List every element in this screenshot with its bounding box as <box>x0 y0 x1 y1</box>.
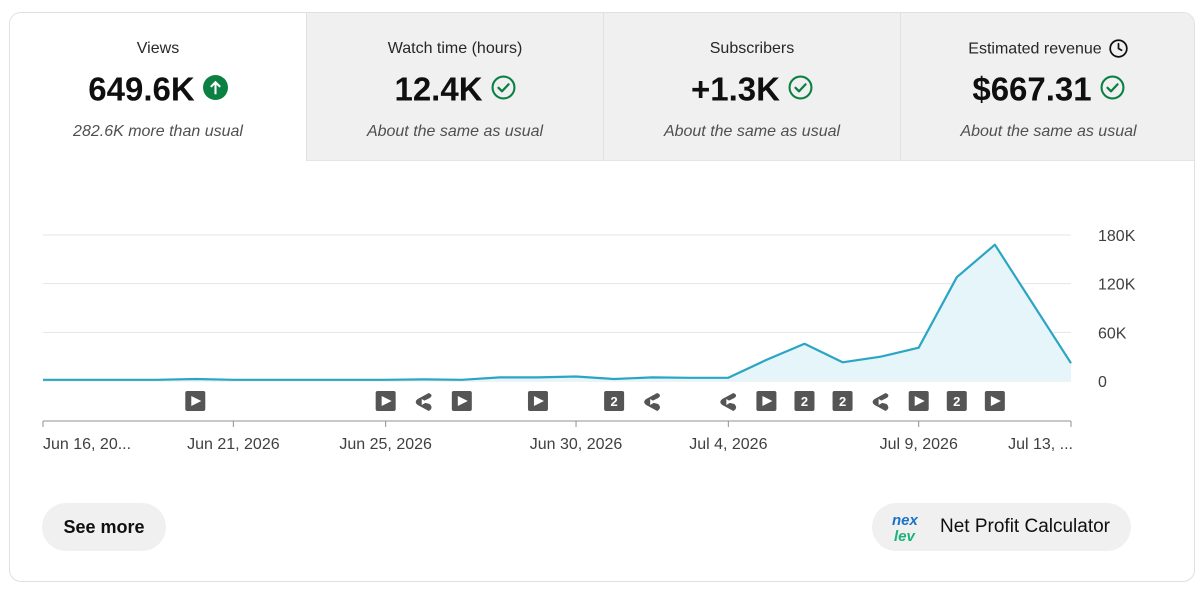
y-tick-label: 120K <box>1098 277 1136 294</box>
x-tick-label: Jul 9, 2026 <box>880 436 958 453</box>
check-circle-icon <box>788 75 813 100</box>
y-tick-label: 60K <box>1098 325 1127 342</box>
net-profit-calculator-button[interactable]: nex lev Net Profit Calculator <box>872 503 1131 551</box>
metric-tabs: Views 649.6K 282.6K more than usual Watc… <box>10 13 1194 161</box>
watch-time-label: Watch time (hours) <box>387 40 523 57</box>
shorts-upload-marker[interactable] <box>720 393 737 411</box>
watch-time-value-row: 12.4K <box>307 67 603 107</box>
views-line <box>43 243 1072 381</box>
svg-text:2: 2 <box>801 394 808 409</box>
upload-count-marker[interactable]: 2 <box>946 391 967 411</box>
video-upload-marker[interactable] <box>375 391 396 411</box>
subscribers-value: +1.3K <box>691 70 780 108</box>
upload-count-marker[interactable]: 2 <box>794 391 815 411</box>
shorts-upload-marker[interactable] <box>644 393 660 411</box>
shorts-upload-marker[interactable] <box>415 393 432 411</box>
svg-text:2: 2 <box>953 394 960 409</box>
tab-views[interactable]: Views 649.6K 282.6K more than usual <box>10 13 306 161</box>
views-note: 282.6K more than usual <box>73 123 243 140</box>
x-tick-label: Jun 21, 2026 <box>187 436 280 453</box>
views-chart: 0 60K 120K 180K 2 2 2 2 Jun 16, 20... Jun 21, 202… <box>42 228 1136 453</box>
tab-watch-time[interactable]: Watch time (hours) 12.4K About the same … <box>306 13 603 161</box>
revenue-label-row: Estimated revenue <box>901 39 1194 59</box>
tab-estimated-revenue[interactable]: Estimated revenue $667.31 About the same… <box>900 13 1194 161</box>
y-tick-label: 180K <box>1098 228 1136 245</box>
subscribers-label: Subscribers <box>709 40 795 57</box>
upload-count-marker[interactable]: 2 <box>604 391 625 411</box>
revenue-note: About the same as usual <box>960 123 1137 140</box>
views-value: 649.6K <box>88 70 195 108</box>
x-tick-label: Jul 13, ... <box>1008 436 1073 453</box>
subscribers-value-row: +1.3K <box>604 67 900 107</box>
x-tick-label: Jun 16, 20... <box>43 436 131 453</box>
nexlev-logo-icon: nex lev <box>892 512 919 544</box>
video-upload-marker[interactable] <box>527 391 548 411</box>
x-tick-label: Jun 30, 2026 <box>530 436 623 453</box>
svg-text:lev: lev <box>894 528 917 544</box>
net-profit-calculator-label: Net Profit Calculator <box>940 516 1111 537</box>
video-upload-marker[interactable] <box>984 391 1005 411</box>
revenue-value: $667.31 <box>972 70 1092 108</box>
check-circle-icon <box>491 75 516 100</box>
video-upload-marker[interactable] <box>185 391 206 411</box>
x-tick-label: Jun 25, 2026 <box>339 436 432 453</box>
shorts-upload-marker[interactable] <box>872 393 889 411</box>
views-label: Views <box>136 40 180 57</box>
tab-subscribers[interactable]: Subscribers +1.3K About the same as usua… <box>603 13 900 161</box>
up-arrow-icon <box>202 74 228 100</box>
revenue-label: Estimated revenue <box>968 40 1102 58</box>
upload-count-marker[interactable]: 2 <box>832 391 853 411</box>
svg-text:2: 2 <box>610 394 617 409</box>
see-more-button[interactable]: See more <box>42 503 166 551</box>
watch-time-value: 12.4K <box>394 70 483 108</box>
svg-text:2: 2 <box>839 394 846 409</box>
watch-time-note: About the same as usual <box>366 123 544 140</box>
check-circle-icon <box>1100 75 1125 100</box>
clock-icon <box>1109 39 1128 58</box>
video-upload-marker[interactable] <box>908 391 929 411</box>
x-tick-label: Jul 4, 2026 <box>689 436 767 453</box>
revenue-value-row: $667.31 <box>901 67 1194 108</box>
subscribers-note: About the same as usual <box>663 123 841 140</box>
views-value-row: 649.6K <box>10 67 306 107</box>
svg-text:nex: nex <box>892 512 919 529</box>
video-upload-marker[interactable] <box>756 391 777 411</box>
analytics-card: Views 649.6K 282.6K more than usual Watc… <box>9 12 1195 582</box>
views-area <box>43 244 1071 381</box>
y-tick-label: 0 <box>1098 374 1107 391</box>
video-upload-marker[interactable] <box>451 391 472 411</box>
